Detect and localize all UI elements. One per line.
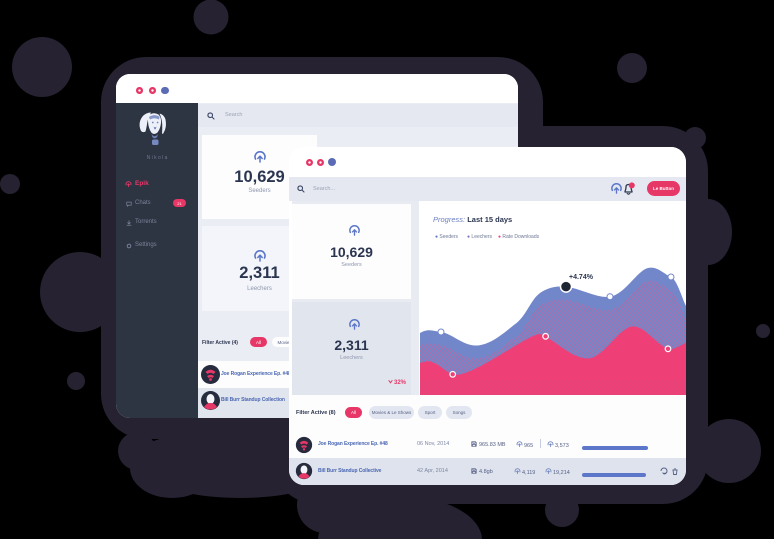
svg-text:+4.74%: +4.74%	[569, 274, 594, 281]
